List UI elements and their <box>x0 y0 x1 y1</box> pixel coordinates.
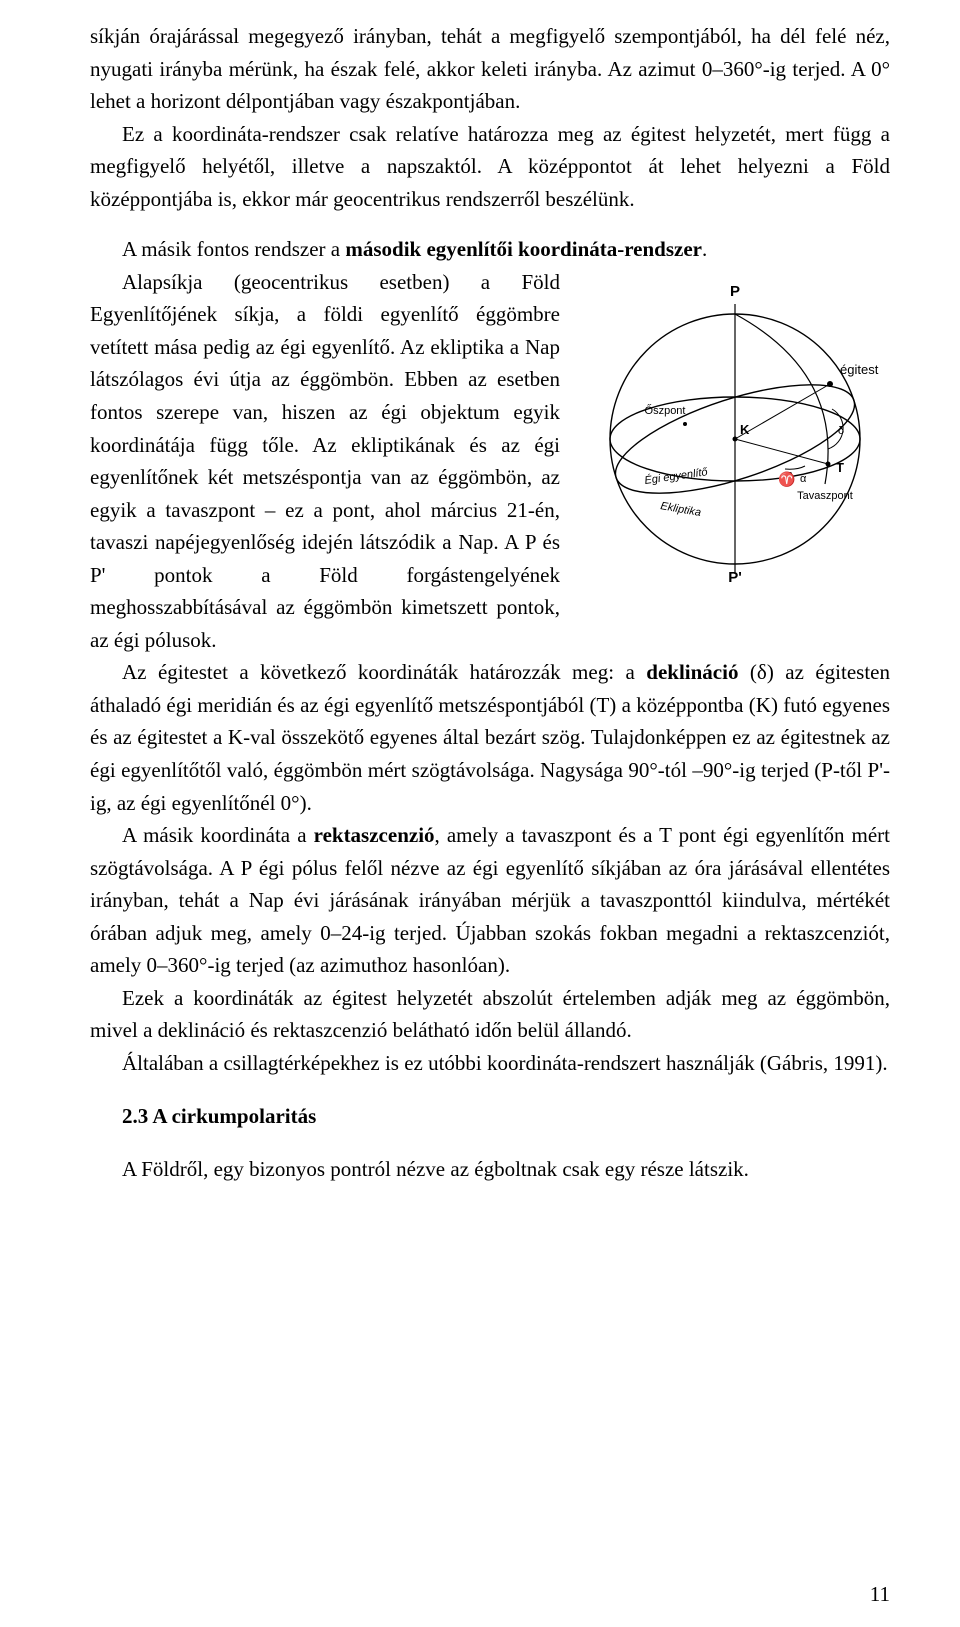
oszpont-label: Őszpont <box>645 403 686 417</box>
egi-egyenlito-label: Égi egyenlítő <box>644 465 710 487</box>
system-intro-bold: második egyenlítői koordináta-rendszer <box>345 237 702 261</box>
egitest-label: égitest <box>840 362 879 377</box>
paragraph-5: A másik koordináta a rektaszcenzió, amel… <box>90 819 890 982</box>
paragraph-2: Ez a koordináta-rendszer csak relatíve h… <box>90 118 890 216</box>
tavaszpont-label: Tavaszpont <box>797 490 853 502</box>
k-label: K <box>740 422 750 437</box>
p5-bold: rektaszcenzió <box>314 823 435 847</box>
celestial-sphere-svg: P P' égitest Őszpont Tavaszpont K T α δ … <box>580 274 890 584</box>
page-container: síkján órajárással megegyező irányban, t… <box>0 0 960 1627</box>
aries-symbol: ♈ <box>778 471 795 488</box>
system-intro-pre: A másik fontos rendszer a <box>122 237 345 261</box>
k-t-line <box>735 439 828 464</box>
section-title: 2.3 A cirkumpolaritás <box>90 1100 890 1133</box>
paragraph-4: Az égitestet a következő koordináták hat… <box>90 656 890 819</box>
celestial-sphere-figure: P P' égitest Őszpont Tavaszpont K T α δ … <box>580 274 890 584</box>
meridian-arc <box>735 314 828 484</box>
paragraph-6: Ezek a koordináták az égitest helyzetét … <box>90 982 890 1047</box>
wrap-row: P P' égitest Őszpont Tavaszpont K T α δ … <box>90 266 890 657</box>
delta-label: δ <box>838 425 844 437</box>
p-top-label: P <box>730 283 740 300</box>
p4-pre: Az égitestet a következő koordináták hat… <box>122 660 646 684</box>
alpha-label: α <box>800 473 807 485</box>
page-number: 11 <box>870 1578 890 1611</box>
system-intro-post: . <box>702 237 707 261</box>
p-bot-label: P' <box>728 569 742 584</box>
ekliptika-label: Ekliptika <box>659 500 701 519</box>
t-label: T <box>836 460 844 475</box>
p5-pre: A másik koordináta a <box>122 823 314 847</box>
p4-bold: deklináció <box>646 660 738 684</box>
system-heading: A másik fontos rendszer a második egyenl… <box>90 233 890 266</box>
oszpont-point <box>683 422 687 426</box>
paragraph-1: síkján órajárással megegyező irányban, t… <box>90 20 890 118</box>
paragraph-7: Általában a csillagtérképekhez is ez utó… <box>90 1047 890 1080</box>
paragraph-8: A Földről, egy bizonyos pontról nézve az… <box>90 1153 890 1186</box>
alpha-arc <box>785 466 805 469</box>
